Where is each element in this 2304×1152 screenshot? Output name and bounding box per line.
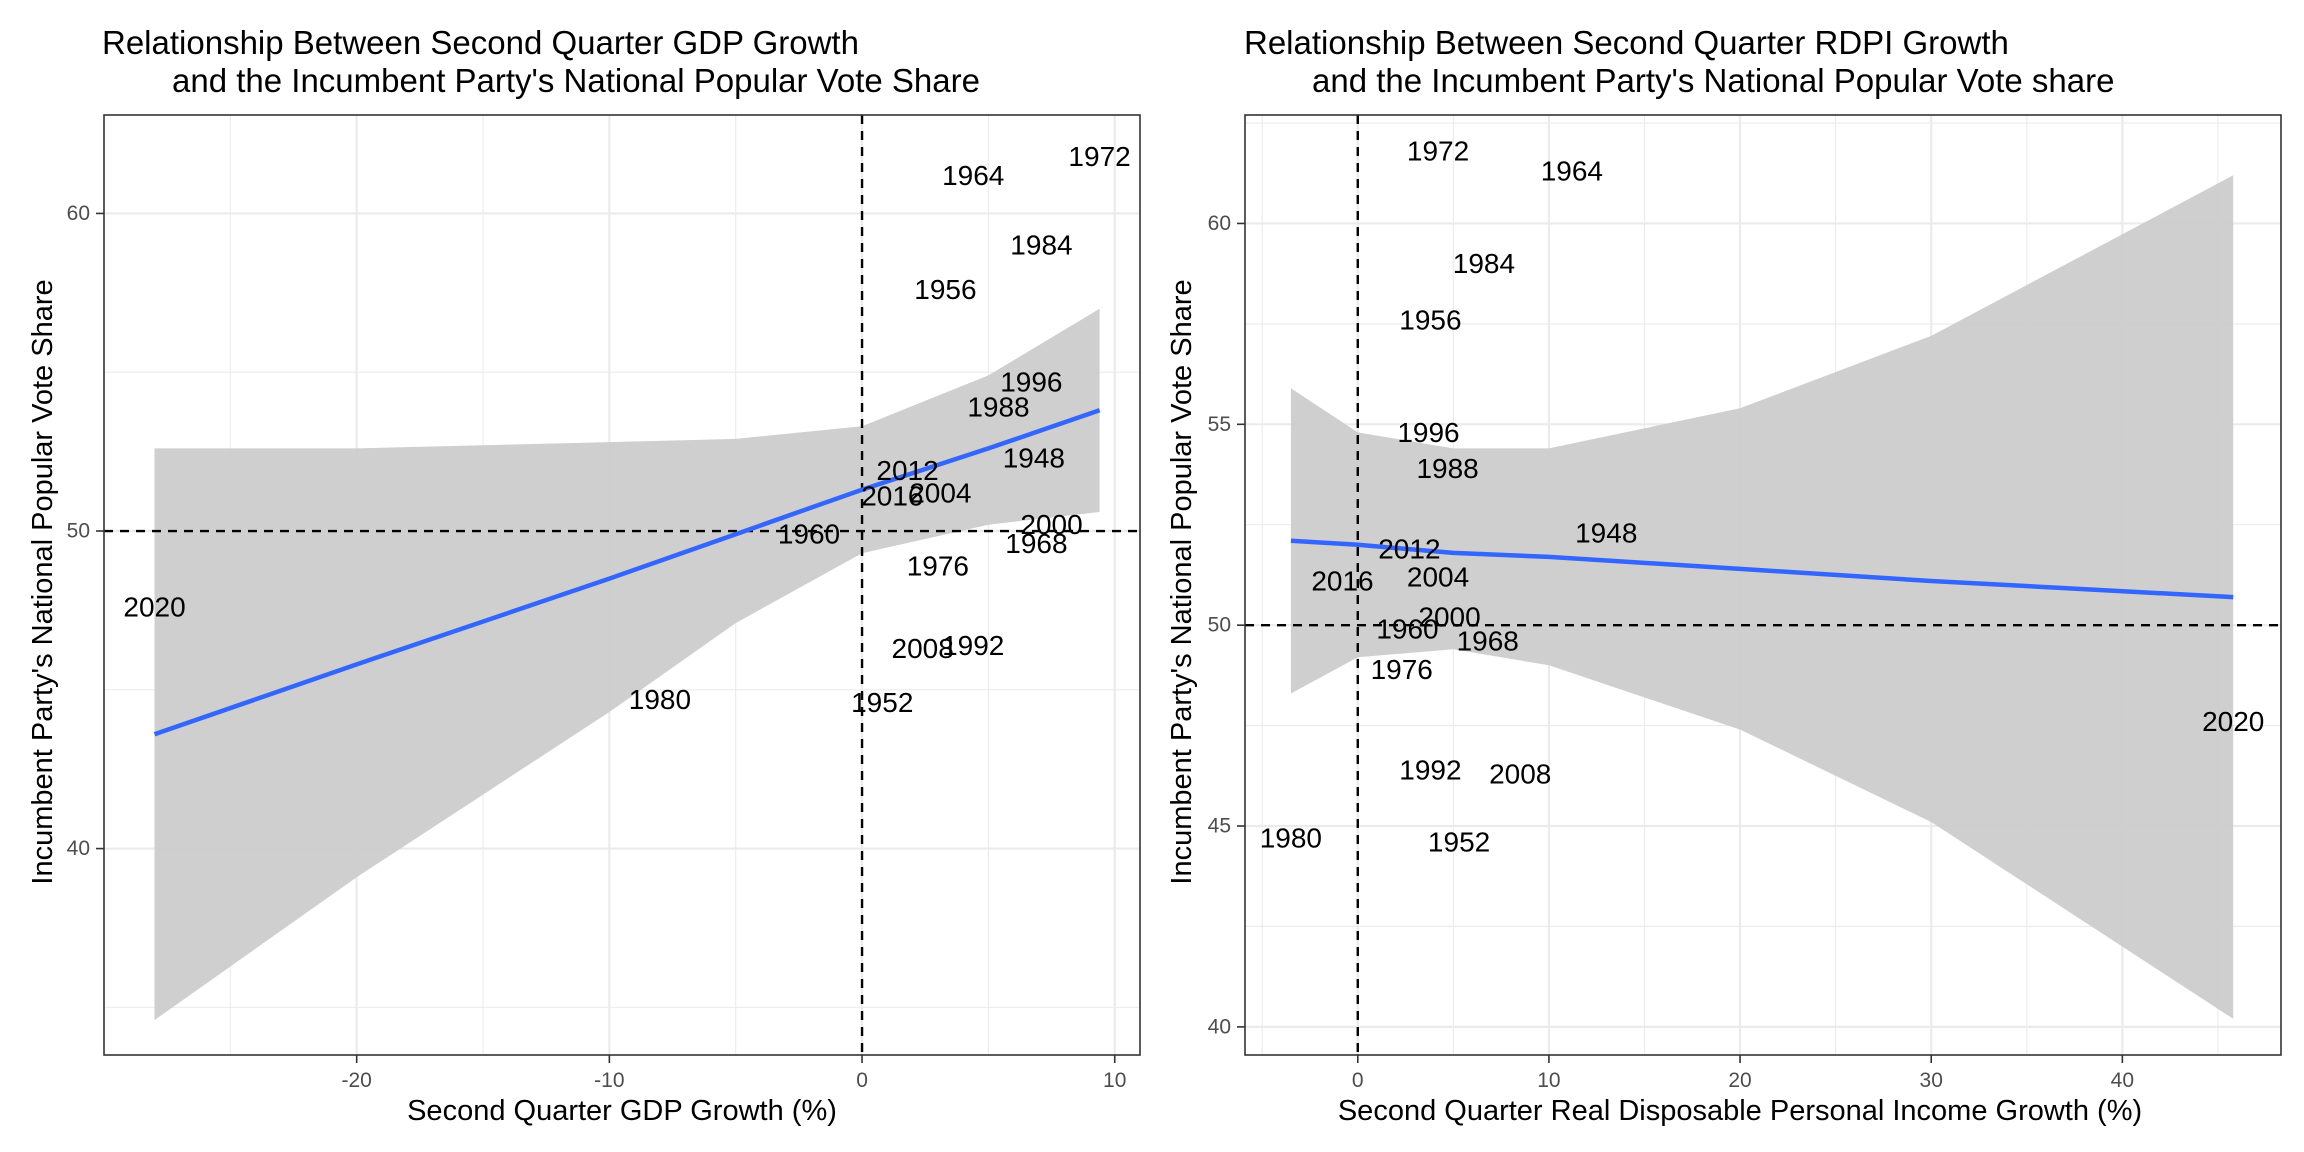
chart-gdp-point-label-2000: 2000 (1020, 509, 1082, 540)
chart-rdpi-point-label-1964: 1964 (1541, 156, 1603, 187)
chart-rdpi-y-axis-title: Incumbent Party's National Popular Vote … (1166, 279, 1198, 884)
chart-rdpi-y-tick-label: 55 (1208, 413, 1231, 436)
chart-rdpi-point-label-1960: 1960 (1376, 614, 1438, 645)
chart-rdpi-point-label-1948: 1948 (1575, 517, 1637, 548)
chart-rdpi-point-label-1996: 1996 (1397, 417, 1459, 448)
chart-gdp-point-label-1972: 1972 (1068, 141, 1130, 172)
chart-rdpi-point-label-1972: 1972 (1407, 136, 1469, 167)
chart-rdpi: Relationship Between Second Quarter RDPI… (1166, 24, 2282, 1127)
chart-rdpi-point-label-2004: 2004 (1407, 561, 1469, 592)
chart-rdpi-point-label-1952: 1952 (1428, 827, 1490, 858)
chart-gdp-x-tick-label: 0 (856, 1069, 868, 1092)
chart-rdpi-x-tick-label: 0 (1352, 1069, 1364, 1092)
chart-gdp-title-line2: and the Incumbent Party's National Popul… (172, 62, 980, 99)
chart-rdpi-x-tick-label: 20 (1728, 1069, 1751, 1092)
chart-rdpi-regression-line (1290, 538, 2234, 600)
chart-gdp-point-label-1952: 1952 (851, 687, 913, 718)
chart-rdpi-x-tick-label: 10 (1537, 1069, 1560, 1092)
chart-rdpi-confidence-band (1290, 175, 2234, 1019)
chart-gdp-point-label-1988: 1988 (967, 392, 1029, 423)
chart-gdp-point-label-2004: 2004 (909, 477, 971, 508)
chart-rdpi-title-line2: and the Incumbent Party's National Popul… (1312, 62, 2114, 99)
chart-gdp-point-label-1960: 1960 (778, 519, 840, 550)
chart-rdpi-point-label-2012: 2012 (1378, 533, 1440, 564)
chart-gdp: Relationship Between Second Quarter GDP … (27, 24, 1141, 1127)
chart-rdpi-x-axis-title: Second Quarter Real Disposable Personal … (1338, 1095, 2142, 1127)
chart-gdp-y-tick-label: 60 (67, 202, 90, 225)
chart-rdpi-point-label-1980: 1980 (1260, 823, 1322, 854)
chart-gdp-x-tick-label: 10 (1103, 1069, 1126, 1092)
chart-gdp-point-label-1956: 1956 (914, 274, 976, 305)
chart-rdpi-title-line1: Relationship Between Second Quarter RDPI… (1244, 24, 2009, 61)
chart-rdpi-point-label-2016: 2016 (1311, 565, 1373, 596)
chart-gdp-y-tick-label: 50 (67, 520, 90, 543)
chart-gdp-regression-line (153, 408, 1101, 737)
chart-rdpi-point-label-2020: 2020 (2202, 706, 2264, 737)
chart-gdp-point-label-2012: 2012 (876, 455, 938, 486)
chart-rdpi-y-tick-label: 45 (1208, 815, 1231, 838)
chart-gdp-point-label-1968: 1968 (1005, 528, 1067, 559)
chart-gdp-x-axis-title: Second Quarter GDP Growth (%) (407, 1095, 837, 1127)
chart-gdp-panel: 1948 1952 1956 1960 1964 1968 1972 1976 1980 1984… (67, 114, 1141, 1092)
chart-gdp-y-axis-title: Incumbent Party's National Popular Vote … (27, 279, 59, 884)
chart-gdp-point-label-2020: 2020 (123, 592, 185, 623)
chart-gdp-point-label-2016: 2016 (861, 481, 923, 512)
chart-rdpi-x-tick-label: 40 (2111, 1069, 2134, 1092)
chart-rdpi-point-label-1992: 1992 (1399, 754, 1461, 785)
chart-gdp-point-label-1984: 1984 (1010, 230, 1072, 261)
chart-rdpi-y-tick-label: 50 (1208, 614, 1231, 637)
chart-gdp-title-line1: Relationship Between Second Quarter GDP … (102, 24, 859, 61)
chart-gdp-point-label-1980: 1980 (629, 684, 691, 715)
chart-rdpi-point-label-2008: 2008 (1489, 758, 1551, 789)
chart-gdp-point-label-1996: 1996 (1000, 366, 1062, 397)
chart-gdp-confidence-band (154, 308, 1100, 1021)
chart-rdpi-point-label-1968: 1968 (1457, 626, 1519, 657)
chart-gdp-x-tick-label: -10 (594, 1069, 624, 1092)
chart-rdpi-y-tick-label: 60 (1208, 212, 1231, 235)
chart-gdp-point-label-1948: 1948 (1003, 442, 1065, 473)
chart-gdp-point-label-2008: 2008 (892, 633, 954, 664)
chart-rdpi-y-tick-label: 40 (1208, 1015, 1231, 1038)
chart-gdp-point-label-1964: 1964 (942, 160, 1004, 191)
chart-rdpi-point-label-1976: 1976 (1371, 654, 1433, 685)
chart-rdpi-point-label-1956: 1956 (1399, 304, 1461, 335)
chart-gdp-x-tick-label: -20 (342, 1069, 372, 1092)
chart-gdp-point-label-1992: 1992 (942, 630, 1004, 661)
chart-rdpi-panel: 1948 1952 1956 1960 1964 1968 1972 1976 1980 1984… (1208, 114, 2282, 1092)
chart-rdpi-point-label-1988: 1988 (1416, 453, 1478, 484)
chart-rdpi-point-label-1984: 1984 (1453, 248, 1515, 279)
chart-gdp-point-label-1976: 1976 (907, 550, 969, 581)
chart-rdpi-x-tick-label: 30 (1920, 1069, 1943, 1092)
chart-rdpi-panel-border (1244, 114, 2282, 1056)
chart-gdp-panel-border (103, 114, 1141, 1056)
chart-gdp-y-tick-label: 40 (67, 837, 90, 860)
chart-rdpi-point-label-2000: 2000 (1418, 602, 1480, 633)
